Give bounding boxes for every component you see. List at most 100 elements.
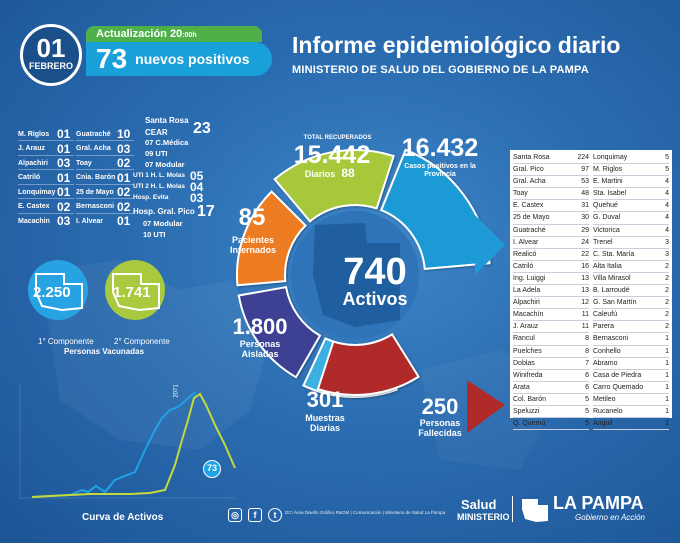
table-cell-locality: Anguil	[593, 420, 613, 428]
active-value: 740	[343, 251, 407, 293]
row-separator	[18, 212, 74, 214]
table-row: Doblas 7	[513, 358, 589, 370]
hospital-locality-name: M. Riglos	[18, 130, 50, 138]
table-cell-count: 1	[665, 383, 669, 391]
province-map-icon	[313, 223, 400, 327]
hospital-locality-row: 25 de Mayo 02	[76, 185, 130, 199]
hospital-locality-row: I. Alvear 01	[76, 214, 130, 228]
santa-rosa-line-2: 09 UTI	[145, 149, 168, 158]
table-cell-count: 4	[665, 190, 669, 198]
hospital-locality-value: 10	[117, 127, 131, 141]
table-cell-count: 8	[585, 335, 589, 343]
table-row: Victorica 4	[593, 225, 669, 237]
hospital-locality-row: E. Castex 02	[18, 200, 70, 214]
date-day: 01	[36, 33, 66, 63]
hospitalized-value: 85	[238, 204, 266, 231]
table-column-left: Santa Rosa 224 Gral. Pico 97 Gral. Acha 53 Toa…	[513, 152, 589, 431]
table-row: Col. Barón 5	[513, 394, 589, 406]
table-row: Rucanelo 1	[593, 406, 669, 419]
table-cell-count: 3	[665, 250, 669, 258]
table-cell-count: 11	[581, 311, 589, 319]
hospital-locality-value: 01	[117, 214, 131, 228]
table-row: Puelches 8	[513, 346, 589, 358]
update-time-bar: Actualización 20:00h	[86, 26, 262, 42]
table-row: Bernasconi 1	[593, 333, 669, 346]
twitter-icon[interactable]: t	[268, 508, 282, 522]
instagram-icon[interactable]: ◎	[228, 508, 242, 522]
hospital-locality-value: 01	[57, 185, 71, 199]
table-cell-locality: Carro Quemado	[593, 383, 644, 391]
active-label: Activos	[342, 289, 408, 309]
table-cell-count: 3	[665, 238, 669, 246]
footer-credit: DCI Área Diseño Gráfico R&GM | Comunicac…	[285, 510, 446, 515]
date-badge: 01 FEBRERO	[20, 24, 82, 86]
uti-name: UTI 1 H. L. Molas	[133, 172, 186, 179]
hospital-locality-row: Cnia. Barón 01	[76, 171, 130, 185]
table-row: Carro Quemado 1	[593, 382, 669, 394]
table-cell-count: 1	[665, 359, 669, 367]
table-row: Trenel 3	[593, 237, 669, 249]
table-cell-locality: Alta Italia	[593, 262, 622, 270]
table-cell-locality: Caleufú	[593, 311, 618, 319]
table-cell-count: 12	[581, 299, 589, 307]
table-cell-locality: E. Martini	[593, 178, 623, 186]
row-separator	[18, 198, 74, 199]
gral-pico-title: Hosp. Gral. Pico	[133, 207, 195, 216]
hospital-locality-value: 03	[57, 214, 71, 228]
isolated-label: Personas Aisladas	[239, 339, 281, 359]
facebook-icon[interactable]: f	[248, 508, 262, 522]
hospital-locality-name: Gral. Acha	[76, 145, 111, 152]
recovered-segment	[273, 149, 395, 223]
vaccine-second-label: 2° Componente	[114, 337, 170, 346]
row-separator	[76, 140, 134, 141]
table-cell-locality: Q. Quemú	[513, 420, 546, 428]
santa-rosa-line-1: 07 C.Médica	[145, 138, 189, 147]
table-cell-locality: Rucanelo	[593, 407, 623, 415]
hospital-locality-value: 01	[117, 170, 131, 185]
hospital-locality-value: 01	[57, 170, 71, 185]
new-positives-count: 73	[96, 43, 128, 74]
hospital-locality-value: 01	[57, 141, 71, 156]
table-row: Santa Rosa 224	[513, 152, 589, 165]
table-cell-count: 5	[585, 407, 589, 415]
table-cell-locality: Abramo	[593, 359, 618, 367]
gral-pico-value: 17	[197, 203, 215, 220]
table-cell-count: 5	[585, 420, 589, 428]
table-cell-count: 1	[665, 335, 669, 343]
table-row: B. Larroudé 2	[593, 285, 669, 298]
table-cell-count: 2	[665, 299, 669, 307]
table-row: Arata 6	[513, 382, 589, 394]
table-cell-count: 29	[581, 226, 589, 234]
active-curve-chart	[19, 385, 236, 499]
table-cell-count: 5	[585, 395, 589, 403]
hospital-locality-value: 02	[117, 199, 131, 214]
table-row: Rancul 8	[513, 333, 589, 346]
deaths-value: 250	[421, 394, 459, 419]
table-cell-locality: Col. Barón	[513, 395, 547, 403]
table-cell-count: 4	[665, 214, 669, 222]
uti-value: 04	[190, 180, 204, 194]
row-separator	[18, 154, 74, 156]
table-row: Sta. Isabel 4	[593, 188, 669, 201]
table-row: Villa Mirasol 2	[593, 273, 669, 286]
hospital-locality-row: Macachin 03	[18, 214, 70, 228]
samples-label: Muestras Diarias	[305, 413, 345, 433]
table-cell-locality: Ing. Luiggi	[513, 274, 546, 282]
table-row: Alta Italia 2	[593, 261, 669, 273]
table-cell-count: 97	[581, 166, 589, 174]
curve-title: Curva de Activos	[82, 512, 164, 523]
uti-name: Hosp. Evita	[133, 194, 169, 201]
vaccine-first-label: 1° Componente	[38, 337, 94, 346]
hospital-locality-name: Cnia. Barón	[76, 174, 116, 181]
table-cell-locality: Gral. Pico	[513, 166, 544, 174]
hospital-locality-value: 01	[57, 127, 71, 141]
row-separator	[76, 154, 134, 156]
table-cell-locality: Lonquimay	[593, 154, 628, 161]
row-separator	[76, 212, 134, 214]
table-row: Lonquimay 5	[593, 152, 669, 165]
table-cell-locality: Doblas	[513, 359, 535, 367]
table-row: E. Martini 4	[593, 176, 669, 189]
cases-value: 16.432	[401, 134, 479, 162]
table-cell-locality: I. Alvear	[513, 238, 539, 246]
table-cell-count: 2	[665, 287, 669, 295]
